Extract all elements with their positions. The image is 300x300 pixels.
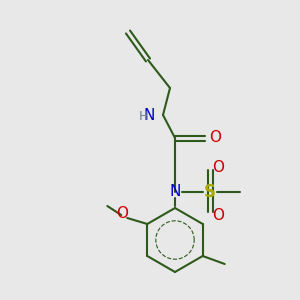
Text: H: H bbox=[139, 110, 149, 124]
Text: O: O bbox=[212, 208, 224, 223]
Text: O: O bbox=[209, 130, 221, 146]
Text: N: N bbox=[144, 107, 155, 122]
Text: S: S bbox=[204, 183, 216, 201]
Text: N: N bbox=[169, 184, 181, 200]
Text: O: O bbox=[212, 160, 224, 175]
Text: O: O bbox=[116, 206, 128, 220]
